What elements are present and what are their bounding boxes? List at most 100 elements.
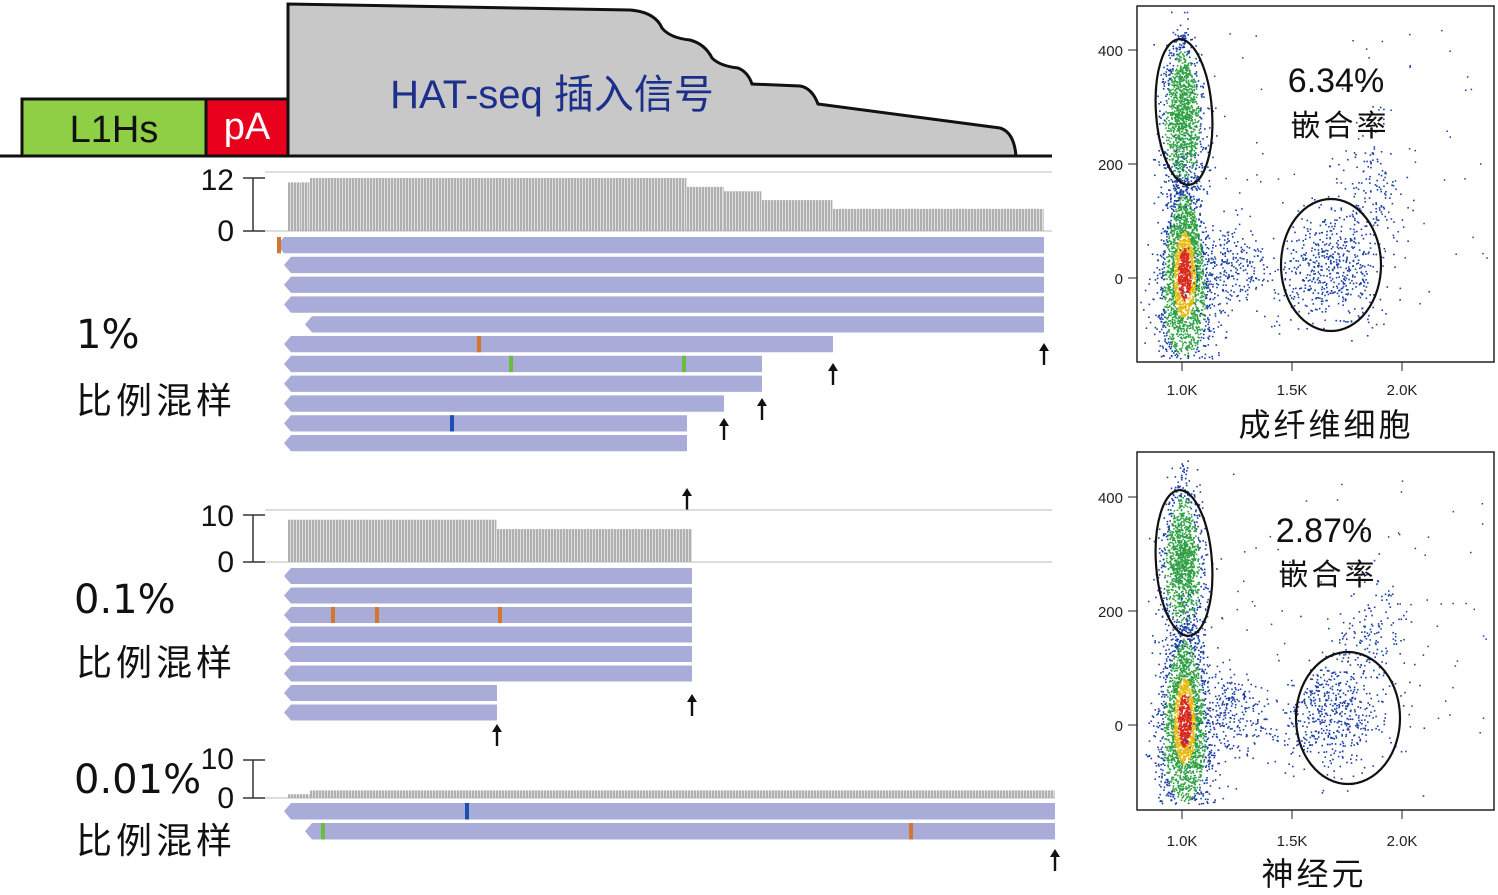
coverage-bar xyxy=(303,519,306,562)
coverage-bar xyxy=(397,790,400,798)
coverage-bar xyxy=(765,200,768,231)
coverage-bar xyxy=(674,529,677,562)
coverage-bar xyxy=(393,519,396,562)
y-tick-400: 400 xyxy=(1098,43,1123,60)
coverage-bar xyxy=(305,182,308,231)
coverage-bar xyxy=(1010,208,1013,231)
coverage-bar xyxy=(865,790,868,798)
coverage-bar xyxy=(444,519,447,562)
coverage-bar xyxy=(883,790,886,798)
coverage-bar xyxy=(472,790,475,798)
coverage-bar xyxy=(699,186,702,231)
coverage-bar xyxy=(760,790,763,798)
coverage-bar xyxy=(1007,208,1010,231)
coverage-bar xyxy=(343,790,346,798)
coverage-bar xyxy=(442,178,445,231)
coverage-bar xyxy=(1028,208,1031,231)
coverage-bar xyxy=(445,790,448,798)
coverage-bar xyxy=(694,790,697,798)
coverage-bar xyxy=(619,790,622,798)
coverage-bar xyxy=(523,178,526,231)
coverage-bar xyxy=(640,790,643,798)
coverage-bar xyxy=(1043,208,1044,231)
coverage-bar xyxy=(387,519,390,562)
coverage-bar xyxy=(926,208,929,231)
coverage-bar xyxy=(426,519,429,562)
coverage-bar xyxy=(577,178,580,231)
coverage-bar xyxy=(730,790,733,798)
coverage-bar xyxy=(995,208,998,231)
coverage-bar xyxy=(1006,790,1009,798)
coverage-bar xyxy=(706,790,709,798)
coverage-bar xyxy=(634,790,637,798)
read-end-arrows xyxy=(682,343,1049,510)
coverage-bar xyxy=(685,178,687,231)
coverage-bar xyxy=(291,794,294,798)
coverage-bar xyxy=(667,178,670,231)
coverage-bar xyxy=(709,790,712,798)
coverage-bar xyxy=(372,519,375,562)
coverage-bar xyxy=(958,790,961,798)
coverage-bar xyxy=(661,178,664,231)
coverage-bar xyxy=(535,790,538,798)
coverage-bar xyxy=(853,790,856,798)
coverage-bar xyxy=(469,178,472,231)
coverage-bar xyxy=(820,790,823,798)
coverage-bar xyxy=(647,529,650,562)
coverage-bar xyxy=(406,178,409,231)
coverage-bar xyxy=(748,191,751,231)
gate-upper xyxy=(1154,489,1214,637)
coverage-bar xyxy=(871,790,874,798)
coverage-bar xyxy=(783,200,786,231)
coverage-bar xyxy=(649,178,652,231)
gate-upper xyxy=(1154,38,1214,186)
coverage-bar xyxy=(784,790,787,798)
coverage-bar xyxy=(712,790,715,798)
coverage-bar xyxy=(512,529,515,562)
coverage-histogram xyxy=(288,178,1044,231)
coverage-bar xyxy=(291,519,294,562)
coverage-bar xyxy=(382,790,385,798)
sample-subtitle: 比例混样 xyxy=(76,643,237,684)
coverage-bar xyxy=(611,529,614,562)
coverage-bar xyxy=(364,790,367,798)
mismatch-mark xyxy=(277,237,281,254)
read-end-arrow xyxy=(492,724,502,746)
coverage-bar xyxy=(908,208,911,231)
coverage-bar xyxy=(702,186,705,231)
coverage-bar xyxy=(297,794,300,798)
coverage-bar xyxy=(385,790,388,798)
coverage-bar xyxy=(689,529,692,562)
sample-subtitle: 比例混样 xyxy=(76,381,237,422)
coverage-bar xyxy=(739,191,742,231)
coverage-bar xyxy=(439,790,442,798)
aligned-read xyxy=(284,587,692,604)
coverage-bar xyxy=(388,178,391,231)
coverage-bar xyxy=(1000,790,1003,798)
coverage-bar xyxy=(910,790,913,798)
coverage-bar xyxy=(553,178,556,231)
coverage-bar xyxy=(848,208,851,231)
coverage-bar xyxy=(665,529,668,562)
coverage-bar xyxy=(587,529,590,562)
coverage-bar xyxy=(869,208,872,231)
coverage-bar xyxy=(875,208,878,231)
x-tick-1-5k: 1.5K xyxy=(1277,382,1308,399)
coverage-bar xyxy=(833,208,836,231)
mosaic-rate-label: 嵌合率 xyxy=(1279,558,1378,593)
coverage-bar xyxy=(346,790,349,798)
coverage-bar xyxy=(502,790,505,798)
coverage-bar xyxy=(658,178,661,231)
read-end-arrow xyxy=(687,694,697,716)
mismatch-mark xyxy=(331,607,335,623)
aligned-read xyxy=(284,395,724,412)
coverage-bar xyxy=(616,790,619,798)
coverage-bar xyxy=(832,790,835,798)
coverage-bar xyxy=(568,178,571,231)
coverage-bar xyxy=(949,790,952,798)
coverage-bar xyxy=(880,790,883,798)
coverage-bar xyxy=(325,178,328,231)
coverage-bar xyxy=(527,529,530,562)
coverage-bar xyxy=(583,790,586,798)
